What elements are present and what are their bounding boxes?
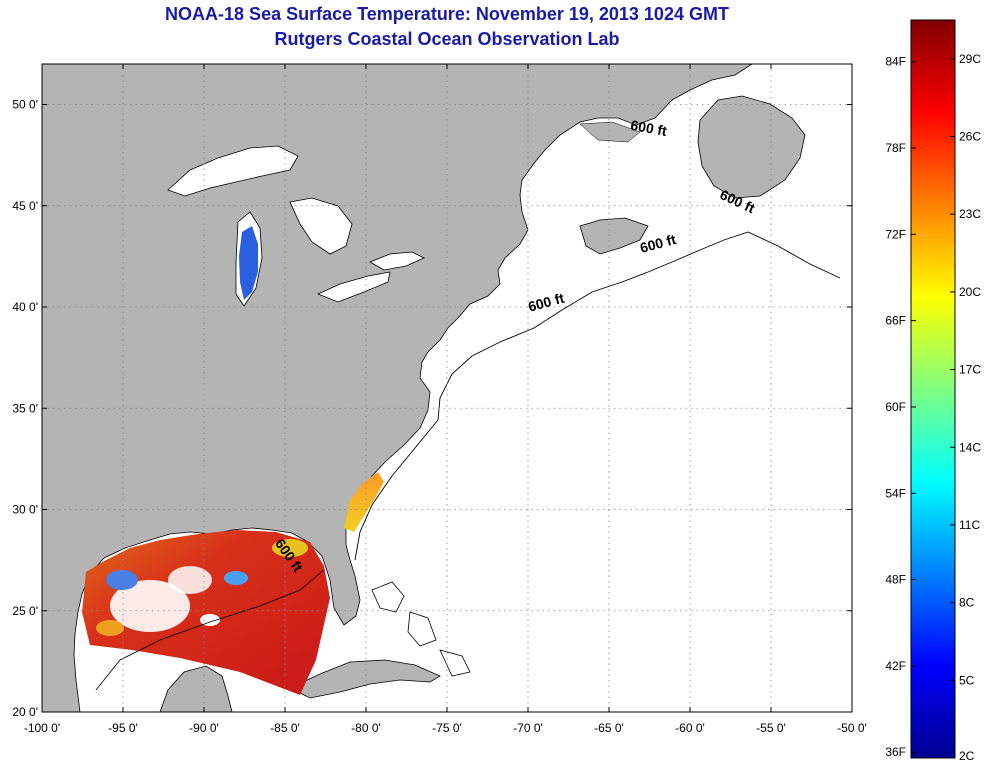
map-subtitle: Rutgers Coastal Ocean Observation Lab <box>274 29 620 49</box>
lon-tick-label: -75 0' <box>432 721 462 735</box>
isobath-label: 600 ft <box>629 117 668 139</box>
lon-tick-label: -85 0' <box>270 721 300 735</box>
gulf-sst-swath <box>82 530 330 695</box>
lat-tick-label: 30 0' <box>12 503 38 517</box>
colorbar-c-label: 11C <box>959 518 980 532</box>
colorbar-c-label: 29C <box>959 52 981 66</box>
isobath-600ft <box>354 231 841 561</box>
colorbar-c-label: 2C <box>959 749 975 763</box>
colorbar-c-label: 8C <box>959 596 975 610</box>
lake-ontario <box>369 251 425 271</box>
colorbar <box>910 19 956 759</box>
lon-tick-label: -90 0' <box>189 721 219 735</box>
lake-huron <box>289 197 353 255</box>
colorbar-c-label: 5C <box>959 673 975 687</box>
lake-superior <box>167 145 299 197</box>
gulf-sst-detail <box>96 539 308 636</box>
colorbar-c-label: 20C <box>959 285 981 299</box>
lake-erie <box>316 271 391 303</box>
land-yucatan <box>159 665 233 712</box>
colorbar-c-label: 14C <box>959 440 981 454</box>
land-nova-scotia <box>579 217 649 255</box>
lon-tick-label: -70 0' <box>513 721 543 735</box>
land-cuba <box>289 659 441 699</box>
great-lakes <box>167 145 425 307</box>
colorbar-f-label: 60F <box>885 400 906 414</box>
latitude-axis: 20 0' 25 0' 30 0' 35 0' 40 0' 45 0' 50 0' <box>12 98 852 719</box>
longitude-axis: -100 0' -95 0' -90 0' -85 0' -80 0' -75 0' -70… <box>24 64 867 735</box>
lon-tick-label: -80 0' <box>351 721 381 735</box>
colorbar-f-label: 54F <box>885 486 906 500</box>
colorbar-f-label: 84F <box>885 55 906 69</box>
lat-tick-label: 40 0' <box>12 300 38 314</box>
colorbar-f-label: 42F <box>885 659 906 673</box>
colorbar-c-label: 26C <box>959 130 981 144</box>
lat-tick-label: 50 0' <box>12 98 38 112</box>
graticule <box>42 64 852 712</box>
lake-michigan-sst <box>239 226 258 300</box>
colorbar-c-label: 17C <box>959 363 981 377</box>
lon-tick-label: -95 0' <box>108 721 138 735</box>
lat-tick-label: 35 0' <box>12 401 38 415</box>
colorbar-f-label: 36F <box>885 745 906 759</box>
lon-tick-label: -50 0' <box>837 721 867 735</box>
colorbar-c-label: 23C <box>959 207 981 221</box>
colorbar-f-label: 78F <box>885 141 906 155</box>
colorbar-f-label: 66F <box>885 314 906 328</box>
bahamas-banks <box>371 581 471 677</box>
lon-tick-label: -55 0' <box>756 721 786 735</box>
lon-tick-label: -65 0' <box>594 721 624 735</box>
florida-sst <box>344 472 384 532</box>
land-newfoundland <box>697 95 806 199</box>
lat-tick-label: 25 0' <box>12 604 38 618</box>
lat-tick-label: 20 0' <box>12 705 38 719</box>
land-north-america <box>42 64 753 712</box>
lat-tick-label: 45 0' <box>12 199 38 213</box>
colorbar-fahrenheit-labels: 84F 78F 72F 66F 60F 54F 48F 42F 36F <box>885 55 916 759</box>
colorbar-f-label: 72F <box>885 227 906 241</box>
gulf-shelf <box>95 569 325 691</box>
shelf-shoal <box>579 121 641 143</box>
colorbar-f-label: 48F <box>885 573 906 587</box>
colorbar-celsius-labels: 29C 26C 23C 20C 17C 14C 11C 8C 5C 2C <box>950 52 981 763</box>
lon-tick-label: -60 0' <box>675 721 705 735</box>
map-title: NOAA-18 Sea Surface Temperature: Novembe… <box>165 4 729 24</box>
lon-tick-label: -100 0' <box>24 721 60 735</box>
